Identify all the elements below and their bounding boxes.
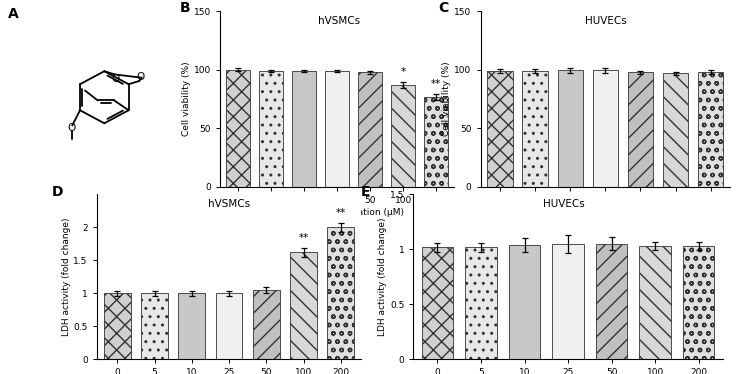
Bar <box>487 71 513 187</box>
Text: C: C <box>438 1 448 15</box>
Bar <box>391 85 415 187</box>
Bar <box>292 71 316 187</box>
Bar <box>326 71 349 187</box>
Bar <box>698 72 723 187</box>
Text: O: O <box>67 123 75 133</box>
Text: hVSMCs: hVSMCs <box>318 16 361 27</box>
Text: HUVECs: HUVECs <box>543 199 585 209</box>
Text: **: ** <box>336 208 346 218</box>
Bar <box>291 252 317 359</box>
Text: HUVECs: HUVECs <box>586 16 627 27</box>
Text: **: ** <box>431 79 441 89</box>
Bar <box>216 293 243 359</box>
Text: A: A <box>7 7 18 21</box>
Text: **: ** <box>299 233 308 243</box>
Text: O: O <box>136 72 145 82</box>
X-axis label: Myristicin concentration (μM): Myristicin concentration (μM) <box>270 208 404 217</box>
Text: D: D <box>52 185 63 199</box>
Bar <box>179 293 205 359</box>
X-axis label: Myristicin (μM): Myristicin (μM) <box>571 208 639 217</box>
Text: *: * <box>401 67 406 77</box>
Bar <box>226 70 250 187</box>
Text: E: E <box>361 185 370 199</box>
Bar <box>142 293 168 359</box>
Y-axis label: Cell viability (%): Cell viability (%) <box>182 62 191 137</box>
Y-axis label: LDH activity (fold change): LDH activity (fold change) <box>62 218 71 336</box>
Bar <box>593 70 618 187</box>
Bar <box>639 246 671 359</box>
Bar <box>259 71 283 187</box>
Bar <box>628 72 653 187</box>
Bar <box>358 72 382 187</box>
Text: B: B <box>180 1 191 15</box>
Text: O: O <box>112 74 120 84</box>
Bar <box>522 71 548 187</box>
Bar <box>466 247 497 359</box>
Bar <box>509 245 540 359</box>
Bar <box>104 293 131 359</box>
Bar <box>328 227 355 359</box>
Bar <box>663 73 688 187</box>
Bar <box>557 70 583 187</box>
Bar <box>683 246 714 359</box>
Bar <box>552 244 584 359</box>
Bar <box>422 247 453 359</box>
Bar <box>425 97 448 187</box>
Bar <box>596 244 627 359</box>
Y-axis label: LDH activity (fold change): LDH activity (fold change) <box>378 218 387 336</box>
Y-axis label: Cell viability (%): Cell viability (%) <box>443 62 451 137</box>
Text: hVSMCs: hVSMCs <box>208 199 250 209</box>
Bar <box>253 290 280 359</box>
